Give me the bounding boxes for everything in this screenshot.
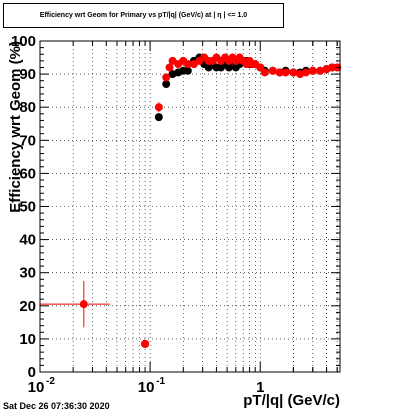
marker-red xyxy=(316,66,325,75)
marker-red xyxy=(79,300,88,309)
data-point xyxy=(154,102,163,113)
data-point xyxy=(275,68,284,77)
y-tick-label: 90 xyxy=(19,66,36,83)
x-tick-exponent: -2 xyxy=(46,376,55,387)
y-tick-label: 70 xyxy=(19,132,36,149)
data-point xyxy=(162,73,171,82)
x-tick-exponent: -1 xyxy=(156,376,165,387)
marker-red xyxy=(183,60,192,69)
y-axis-title: Efficiency wrt Geom (%) xyxy=(7,41,24,213)
marker-red xyxy=(308,66,317,75)
chart-title: Efficiency wrt Geom for Primary vs pT/|q… xyxy=(3,3,284,28)
y-tick-label: 60 xyxy=(19,165,36,182)
marker-red xyxy=(301,68,310,77)
data-point xyxy=(165,63,174,72)
marker-red xyxy=(154,103,163,112)
x-tick-label: 10 xyxy=(28,379,45,396)
y-tick-label: 50 xyxy=(19,199,36,216)
data-point xyxy=(301,68,310,77)
marker-black xyxy=(162,80,171,89)
marker-red xyxy=(275,68,284,77)
data-point xyxy=(308,66,317,75)
marker-red xyxy=(268,66,277,75)
marker-red xyxy=(165,63,174,72)
marker-red xyxy=(260,68,269,77)
data-points xyxy=(40,53,342,348)
data-point xyxy=(183,60,192,69)
y-tick-label: 100 xyxy=(11,33,36,50)
marker-black xyxy=(224,63,233,72)
data-point xyxy=(40,280,110,328)
marker-red xyxy=(162,73,171,82)
data-point xyxy=(224,63,233,72)
marker-black xyxy=(154,113,163,122)
y-tick-label: 40 xyxy=(19,232,36,249)
datestamp: Sat Dec 26 07:36:30 2020 xyxy=(3,401,110,411)
y-tick-label: 10 xyxy=(19,331,36,348)
marker-black xyxy=(183,66,192,75)
axis-ticks xyxy=(39,40,340,373)
y-tick-label: 30 xyxy=(19,265,36,282)
data-point xyxy=(289,68,298,77)
data-point xyxy=(268,66,277,75)
y-tick-label: 80 xyxy=(19,99,36,116)
data-point xyxy=(141,339,150,348)
data-point xyxy=(281,68,290,77)
marker-red xyxy=(141,339,150,348)
data-point xyxy=(260,68,269,77)
y-tick-label: 20 xyxy=(19,298,36,315)
data-point xyxy=(162,80,171,89)
data-point xyxy=(183,66,192,75)
marker-red xyxy=(289,68,298,77)
grid xyxy=(39,41,340,372)
data-point xyxy=(316,66,325,75)
y-tick-label: 0 xyxy=(28,364,36,381)
data-point xyxy=(154,113,163,122)
x-tick-label: 10 xyxy=(138,379,155,396)
marker-red xyxy=(281,68,290,77)
x-axis-title: pT/|q| (GeV/c) xyxy=(243,392,340,409)
x-tick-label: 1 xyxy=(256,379,264,396)
